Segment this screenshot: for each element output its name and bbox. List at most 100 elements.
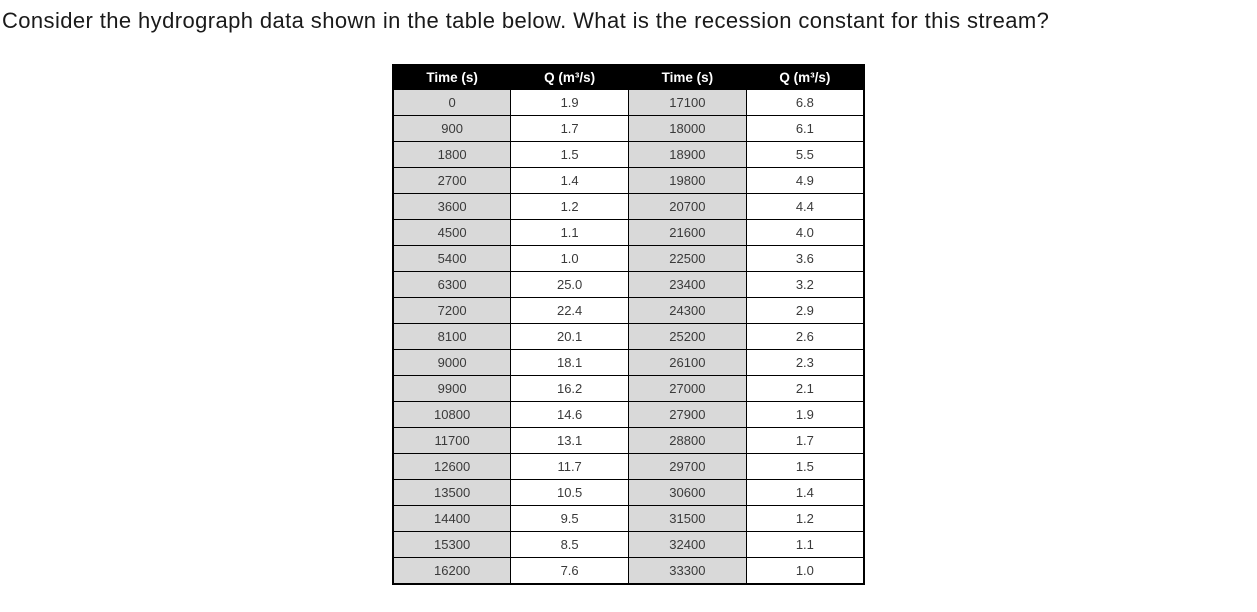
- discharge-cell: 4.9: [745, 167, 865, 194]
- discharge-cell: 1.5: [745, 453, 865, 480]
- time-cell: 13500: [392, 479, 512, 506]
- discharge-cell: 1.1: [510, 219, 629, 246]
- table-row: 15300 8.5 32400 1.1: [392, 531, 865, 558]
- time-cell: 19800: [628, 167, 747, 194]
- discharge-cell: 2.1: [745, 375, 865, 402]
- time-cell: 29700: [628, 453, 747, 480]
- discharge-cell: 1.7: [745, 427, 865, 454]
- table-row: 2700 1.4 19800 4.9: [392, 167, 865, 194]
- discharge-cell: 6.8: [745, 89, 865, 116]
- time-cell: 2700: [392, 167, 512, 194]
- time-cell: 12600: [392, 453, 512, 480]
- time-cell: 11700: [392, 427, 512, 454]
- table-row: 12600 11.7 29700 1.5: [392, 453, 865, 480]
- discharge-cell: 18.1: [510, 349, 629, 376]
- time-cell: 17100: [628, 89, 747, 116]
- time-cell: 24300: [628, 297, 747, 324]
- discharge-cell: 20.1: [510, 323, 629, 350]
- time-cell: 25200: [628, 323, 747, 350]
- time-cell: 0: [392, 89, 512, 116]
- table-row: 5400 1.0 22500 3.6: [392, 245, 865, 272]
- discharge-cell: 1.2: [745, 505, 865, 532]
- table-row: 10800 14.6 27900 1.9: [392, 401, 865, 428]
- discharge-cell: 25.0: [510, 271, 629, 298]
- discharge-cell: 1.9: [745, 401, 865, 428]
- discharge-cell: 7.6: [510, 557, 629, 585]
- table-row: 7200 22.4 24300 2.9: [392, 297, 865, 324]
- table-row: 6300 25.0 23400 3.2: [392, 271, 865, 298]
- discharge-cell: 3.6: [745, 245, 865, 272]
- table-row: 8100 20.1 25200 2.6: [392, 323, 865, 350]
- discharge-cell: 9.5: [510, 505, 629, 532]
- discharge-cell: 1.0: [510, 245, 629, 272]
- table-row: 9000 18.1 26100 2.3: [392, 349, 865, 376]
- table-header-row: Time (s) Q (m³/s) Time (s) Q (m³/s): [392, 64, 865, 90]
- time-cell: 32400: [628, 531, 747, 558]
- table-row: 0 1.9 17100 6.8: [392, 89, 865, 116]
- time-cell: 21600: [628, 219, 747, 246]
- column-header-time-right: Time (s): [628, 64, 747, 90]
- discharge-cell: 4.4: [745, 193, 865, 220]
- time-cell: 33300: [628, 557, 747, 585]
- discharge-cell: 1.2: [510, 193, 629, 220]
- discharge-cell: 1.4: [745, 479, 865, 506]
- time-cell: 5400: [392, 245, 512, 272]
- column-header-discharge-left: Q (m³/s): [510, 64, 629, 90]
- discharge-cell: 1.0: [745, 557, 865, 585]
- table-row: 1800 1.5 18900 5.5: [392, 141, 865, 168]
- discharge-cell: 5.5: [745, 141, 865, 168]
- hydrograph-table-body: 0 1.9 17100 6.8 900 1.7 18000 6.1 1800 1.5 18900 5.…: [392, 89, 865, 585]
- time-cell: 23400: [628, 271, 747, 298]
- time-cell: 16200: [392, 557, 512, 585]
- time-cell: 9000: [392, 349, 512, 376]
- discharge-cell: 10.5: [510, 479, 629, 506]
- discharge-cell: 2.3: [745, 349, 865, 376]
- discharge-cell: 8.5: [510, 531, 629, 558]
- table-header: Time (s) Q (m³/s) Time (s) Q (m³/s): [392, 64, 865, 90]
- table-row: 13500 10.5 30600 1.4: [392, 479, 865, 506]
- table-row: 16200 7.6 33300 1.0: [392, 557, 865, 585]
- time-cell: 27900: [628, 401, 747, 428]
- time-cell: 14400: [392, 505, 512, 532]
- table-row: 3600 1.2 20700 4.4: [392, 193, 865, 220]
- time-cell: 4500: [392, 219, 512, 246]
- discharge-cell: 11.7: [510, 453, 629, 480]
- table-row: 9900 16.2 27000 2.1: [392, 375, 865, 402]
- discharge-cell: 2.6: [745, 323, 865, 350]
- discharge-cell: 22.4: [510, 297, 629, 324]
- time-cell: 6300: [392, 271, 512, 298]
- time-cell: 27000: [628, 375, 747, 402]
- discharge-cell: 2.9: [745, 297, 865, 324]
- time-cell: 18000: [628, 115, 747, 142]
- table-row: 14400 9.5 31500 1.2: [392, 505, 865, 532]
- time-cell: 31500: [628, 505, 747, 532]
- time-cell: 26100: [628, 349, 747, 376]
- discharge-cell: 1.9: [510, 89, 629, 116]
- table-row: 900 1.7 18000 6.1: [392, 115, 865, 142]
- discharge-cell: 16.2: [510, 375, 629, 402]
- time-cell: 900: [392, 115, 512, 142]
- table-row: 11700 13.1 28800 1.7: [392, 427, 865, 454]
- discharge-cell: 14.6: [510, 401, 629, 428]
- time-cell: 30600: [628, 479, 747, 506]
- time-cell: 9900: [392, 375, 512, 402]
- discharge-cell: 1.1: [745, 531, 865, 558]
- time-cell: 8100: [392, 323, 512, 350]
- discharge-cell: 1.5: [510, 141, 629, 168]
- column-header-discharge-right: Q (m³/s): [745, 64, 865, 90]
- time-cell: 3600: [392, 193, 512, 220]
- time-cell: 7200: [392, 297, 512, 324]
- discharge-cell: 13.1: [510, 427, 629, 454]
- time-cell: 10800: [392, 401, 512, 428]
- discharge-cell: 4.0: [745, 219, 865, 246]
- hydrograph-table: Time (s) Q (m³/s) Time (s) Q (m³/s) 0 1.9…: [392, 64, 865, 585]
- time-cell: 20700: [628, 193, 747, 220]
- discharge-cell: 1.4: [510, 167, 629, 194]
- time-cell: 28800: [628, 427, 747, 454]
- table-row: 4500 1.1 21600 4.0: [392, 219, 865, 246]
- column-header-time-left: Time (s): [392, 64, 512, 90]
- discharge-cell: 6.1: [745, 115, 865, 142]
- discharge-cell: 1.7: [510, 115, 629, 142]
- time-cell: 22500: [628, 245, 747, 272]
- time-cell: 18900: [628, 141, 747, 168]
